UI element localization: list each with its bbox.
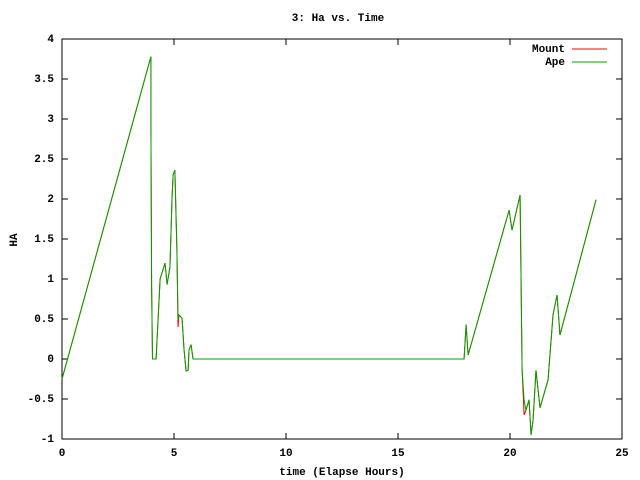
x-tick-label: 0 [59,448,66,460]
x-axis-label: time (Elapse Hours) [279,467,404,479]
y-tick-label: 3.5 [34,74,54,86]
y-tick-label: 1.5 [34,234,54,246]
y-tick-label: 3 [47,114,54,126]
y-tick-label: 0 [47,354,54,366]
y-tick-label: 4 [47,34,54,46]
chart-title: 3: Ha vs. Time [292,13,385,25]
x-tick-label: 10 [279,448,292,460]
x-tick-label: 5 [171,448,178,460]
legend-label: Mount [532,44,565,56]
y-axis-label: HA [9,233,21,247]
series-line [61,56,597,436]
plot-frame [61,38,623,440]
y-tick-label: 1 [47,274,54,286]
y-tick-label: 0.5 [34,314,54,326]
legend-label: Ape [545,57,565,69]
x-tick-label: 15 [391,448,405,460]
x-tick-label: 20 [503,448,516,460]
y-tick-label: -0.5 [28,394,55,406]
y-tick-label: -1 [41,434,55,446]
y-tick-label: 2.5 [34,154,54,166]
series-line [61,56,597,436]
y-tick-label: 2 [47,194,54,206]
x-tick-label: 25 [615,448,629,460]
